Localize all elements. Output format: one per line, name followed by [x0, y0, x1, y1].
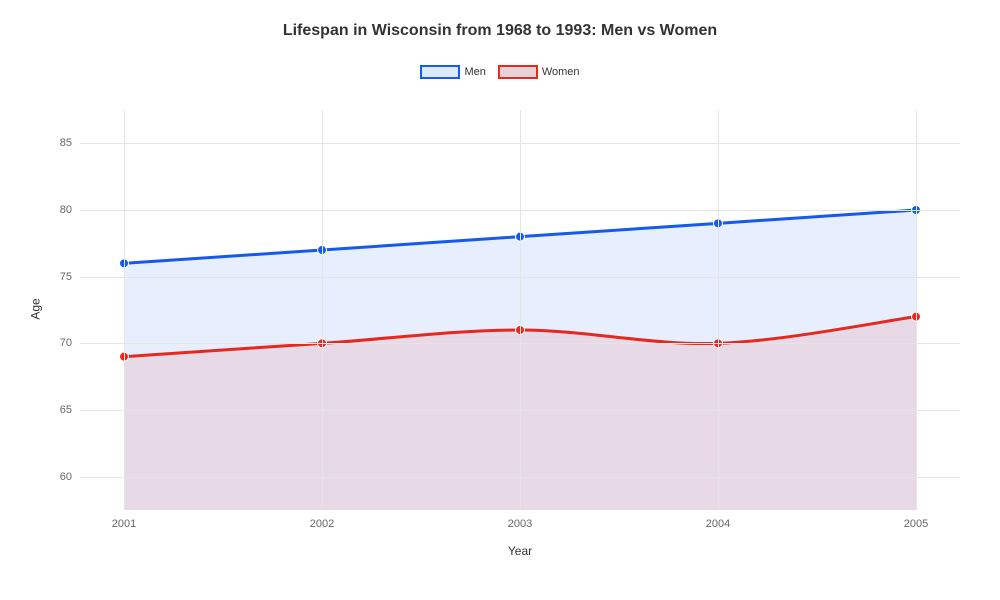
chart-container: Lifespan in Wisconsin from 1968 to 1993:… [0, 0, 1000, 600]
x-tick-label: 2005 [904, 510, 928, 530]
x-tick-label: 2004 [706, 510, 730, 530]
grid-line-x [718, 110, 719, 510]
grid-line-x [520, 110, 521, 510]
y-tick-label: 85 [60, 137, 80, 149]
plot-area: Age Year 6065707580852001200220032004200… [80, 110, 960, 510]
legend-item-women: Women [498, 65, 580, 79]
legend-label-women: Women [542, 66, 580, 78]
legend-swatch-women [498, 65, 538, 79]
legend: Men Women [0, 65, 1000, 79]
legend-swatch-men [420, 65, 460, 79]
x-axis-label: Year [508, 544, 532, 558]
legend-label-men: Men [464, 66, 485, 78]
grid-line-x [322, 110, 323, 510]
grid-line-x [124, 110, 125, 510]
y-tick-label: 60 [60, 471, 80, 483]
y-tick-label: 75 [60, 271, 80, 283]
y-tick-label: 80 [60, 204, 80, 216]
x-tick-label: 2001 [112, 510, 136, 530]
grid-line-x [916, 110, 917, 510]
x-tick-label: 2002 [310, 510, 334, 530]
y-axis-label: Age [29, 298, 43, 319]
legend-item-men: Men [420, 65, 485, 79]
y-tick-label: 70 [60, 337, 80, 349]
y-tick-label: 65 [60, 404, 80, 416]
chart-title: Lifespan in Wisconsin from 1968 to 1993:… [0, 22, 1000, 40]
x-tick-label: 2003 [508, 510, 532, 530]
